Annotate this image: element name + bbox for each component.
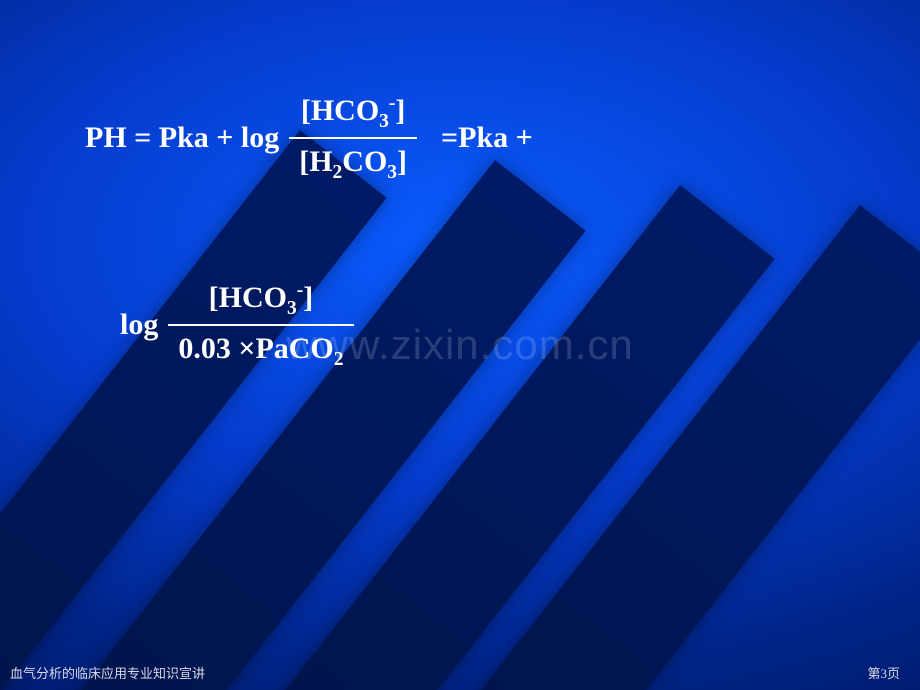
equation1-numerator: [HCO3-]	[291, 88, 416, 137]
footer-title: 血气分析的临床应用专业知识宣讲	[10, 663, 205, 682]
watermark-text: www.zixin.com.cn	[286, 321, 633, 369]
equation1-trail: =Pka +	[441, 121, 533, 155]
equation1-fraction: [HCO3-] [H2CO3]	[289, 88, 417, 189]
equation-line-1: PH = Pka + log [HCO3-] [H2CO3] =Pka +	[85, 88, 533, 189]
equation2-lead: log	[120, 308, 158, 342]
equation1-denominator: [H2CO3]	[289, 139, 417, 188]
equation2-numerator: [HCO3-]	[199, 275, 324, 324]
footer-page-number: 第3页	[867, 663, 900, 682]
slide-content: PH = Pka + log [HCO3-] [H2CO3] =Pka + lo…	[0, 0, 920, 690]
equation1-lhs: PH = Pka + log	[85, 121, 279, 155]
